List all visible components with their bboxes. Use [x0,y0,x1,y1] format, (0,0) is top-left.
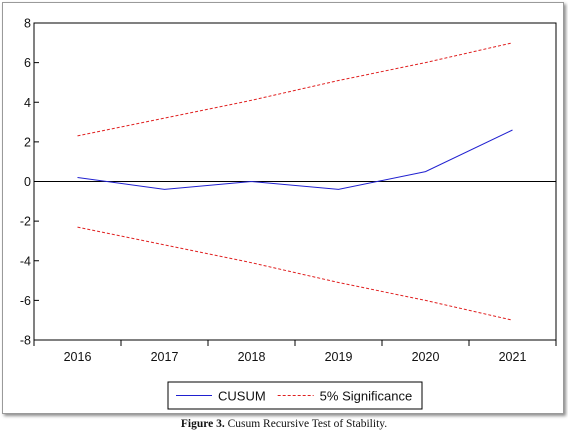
y-tick-label: -6 [20,294,31,308]
lower-significance-line [77,226,513,321]
x-tick-label: 2016 [64,350,92,364]
x-tick-label: 2021 [499,350,527,364]
y-tick-label: 4 [24,96,31,110]
cusum-line [77,129,513,190]
y-tick-label: -4 [20,254,31,268]
x-tick-label: 2018 [238,350,266,364]
y-tick-label: -8 [20,334,31,348]
y-tick-label: 6 [24,56,31,70]
cusum-chart: 8 6 4 2 0 -2 -4 -6 -8 2016 2017 2018 2019 2020 2021 CU… [20,17,557,410]
x-tick-label: 2017 [151,350,179,364]
y-tick-label: -2 [20,215,31,229]
caption-label: Figure 3. [180,418,225,430]
x-tick-label: 2019 [325,350,353,364]
chart-axes: 8 6 4 2 0 -2 -4 -6 -8 2016 2017 2018 2019 2020 2021 [20,17,557,364]
upper-significance-line [77,42,513,137]
legend-label: CUSUM [218,389,266,404]
caption-text: Cusum Recursive Test of Stability. [224,418,388,430]
chart-legend: CUSUM 5% Significance [167,381,423,410]
y-tick-label: 8 [24,17,31,31]
legend-label: 5% Significance [320,389,413,404]
y-tick-label: 0 [24,175,31,189]
chart-frame: 8 6 4 2 0 -2 -4 -6 -8 2016 2017 2018 2019 2020 2021 CU… [2,2,564,414]
y-tick-label: 2 [24,135,31,149]
chart-series [77,42,513,321]
x-tick-label: 2020 [412,350,440,364]
figure-caption: Figure 3. Cusum Recursive Test of Stabil… [0,418,568,430]
